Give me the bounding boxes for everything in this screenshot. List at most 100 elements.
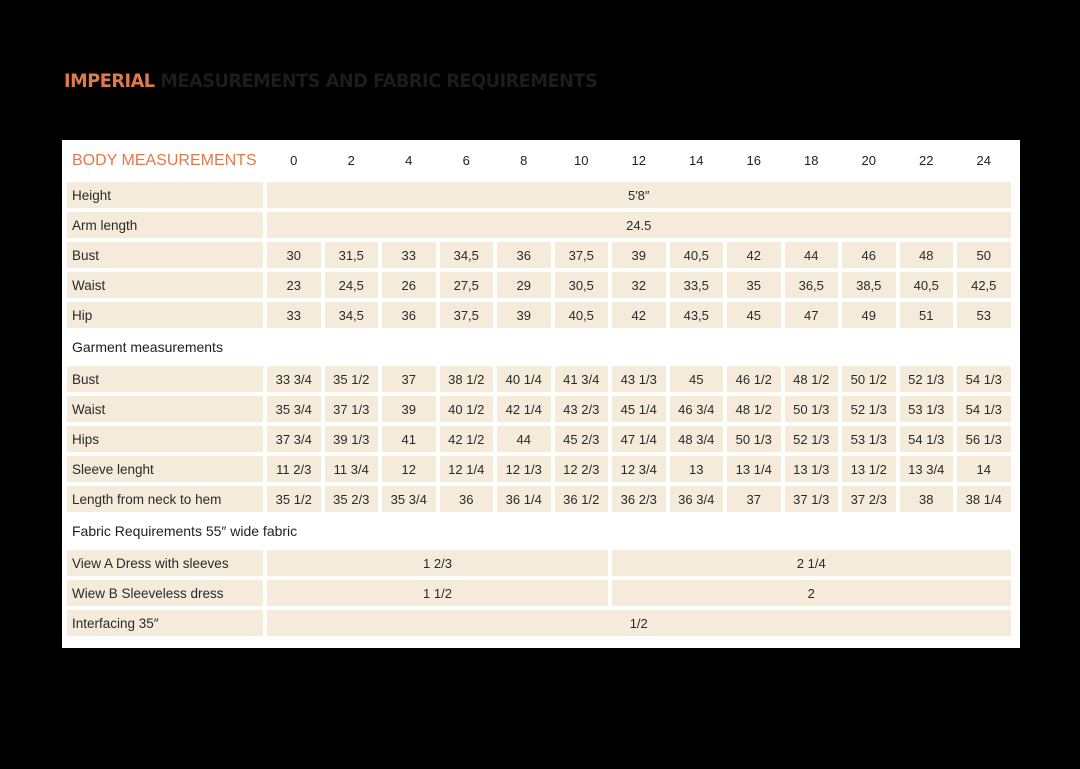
table-cell: 47 — [784, 302, 838, 328]
arm-length-value: 24.5 — [267, 212, 1011, 238]
table-cell: 38 1/4 — [957, 486, 1011, 512]
view-b-sizes-12-24: 2 — [612, 580, 1011, 606]
table-cell: 26 — [382, 272, 436, 298]
table-cell: 45 1/4 — [612, 396, 666, 422]
table-cell: 35 3/4 — [267, 396, 321, 422]
size-header-4: 4 — [405, 153, 413, 168]
table-cell: 33 — [382, 242, 436, 268]
table-cell: 40,5 — [669, 242, 723, 268]
title-accent: Imperial — [64, 70, 155, 92]
table-cell: 37,5 — [554, 242, 608, 268]
table-cell: 35 1/2 — [267, 486, 321, 512]
measurement-table-panel: BODY MEASUREMENTS 0 2 4 6 8 10 12 14 16 18 20 22 24 H… — [62, 140, 1020, 648]
row-label-garment-length-from-neck-to-hem: Length from neck to hem — [67, 486, 263, 512]
table-cell: 37 — [727, 486, 781, 512]
table-cell: 13 1/2 — [842, 456, 896, 482]
size-header-8: 8 — [520, 153, 528, 168]
row-label-view-b: Wiew B Sleeveless dress — [67, 580, 263, 606]
table-cell: 44 — [497, 426, 551, 452]
table-cell: 33 3/4 — [267, 366, 321, 392]
table-cell: 13 1/4 — [727, 456, 781, 482]
size-header-18: 18 — [804, 153, 819, 168]
table-cell: 12 3/4 — [612, 456, 666, 482]
title-rest: Measurements and fabric requirements — [160, 70, 598, 92]
table-cell: 32 — [612, 272, 666, 298]
table-cell: 39 — [497, 302, 551, 328]
table-cell: 38 1/2 — [439, 366, 493, 392]
table-cell: 12 — [382, 456, 436, 482]
table-cell: 37,5 — [439, 302, 493, 328]
table-cell: 45 — [727, 302, 781, 328]
table-cell: 41 3/4 — [554, 366, 608, 392]
table-cell: 11 2/3 — [267, 456, 321, 482]
table-cell: 39 — [382, 396, 436, 422]
table-cell: 45 — [669, 366, 723, 392]
table-cell: 43,5 — [669, 302, 723, 328]
table-cell: 30 — [267, 242, 321, 268]
view-a-sizes-0-10: 1 2/3 — [267, 550, 608, 576]
size-header-6: 6 — [462, 153, 470, 168]
table-cell: 53 — [957, 302, 1011, 328]
table-cell: 36 — [497, 242, 551, 268]
table-cell: 12 1/4 — [439, 456, 493, 482]
page-title: Imperial Measurements and fabric require… — [64, 70, 598, 94]
table-cell: 36 1/4 — [497, 486, 551, 512]
table-cell: 35 2/3 — [324, 486, 378, 512]
table-cell: 42 1/2 — [439, 426, 493, 452]
table-cell: 30,5 — [554, 272, 608, 298]
table-cell: 51 — [899, 302, 953, 328]
table-cell: 52 1/3 — [784, 426, 838, 452]
size-header-24: 24 — [976, 153, 991, 168]
size-header-0: 0 — [290, 153, 298, 168]
table-cell: 36 3/4 — [669, 486, 723, 512]
size-header-10: 10 — [574, 153, 589, 168]
table-cell: 13 1/3 — [784, 456, 838, 482]
table-cell: 37 2/3 — [842, 486, 896, 512]
table-cell: 40 1/2 — [439, 396, 493, 422]
row-label-body-waist: Waist — [67, 272, 263, 298]
table-cell: 48 1/2 — [784, 366, 838, 392]
table-cell: 37 3/4 — [267, 426, 321, 452]
table-cell: 42 1/4 — [497, 396, 551, 422]
table-cell: 12 2/3 — [554, 456, 608, 482]
table-cell: 47 1/4 — [612, 426, 666, 452]
size-header-20: 20 — [861, 153, 876, 168]
table-cell: 50 1/2 — [842, 366, 896, 392]
size-header-2: 2 — [347, 153, 355, 168]
row-label-body-bust: Bust — [67, 242, 263, 268]
table-cell: 53 1/3 — [842, 426, 896, 452]
table-cell: 39 1/3 — [324, 426, 378, 452]
size-header-14: 14 — [689, 153, 704, 168]
table-cell: 13 3/4 — [899, 456, 953, 482]
table-cell: 52 1/3 — [899, 366, 953, 392]
table-cell: 44 — [784, 242, 838, 268]
table-cell: 37 1/3 — [324, 396, 378, 422]
table-cell: 46 3/4 — [669, 396, 723, 422]
table-cell: 45 2/3 — [554, 426, 608, 452]
row-label-interfacing: Interfacing 35″ — [67, 610, 263, 636]
table-cell: 37 1/3 — [784, 486, 838, 512]
table-cell: 36 1/2 — [554, 486, 608, 512]
table-cell: 24,5 — [324, 272, 378, 298]
table-cell: 43 2/3 — [554, 396, 608, 422]
table-cell: 43 1/3 — [612, 366, 666, 392]
table-cell: 13 — [669, 456, 723, 482]
view-a-sizes-12-24: 2 1/4 — [612, 550, 1011, 576]
table-cell: 39 — [612, 242, 666, 268]
table-cell: 23 — [267, 272, 321, 298]
table-cell: 11 3/4 — [324, 456, 378, 482]
table-cell: 41 — [382, 426, 436, 452]
table-cell: 38 — [899, 486, 953, 512]
table-cell: 31,5 — [324, 242, 378, 268]
table-cell: 34,5 — [324, 302, 378, 328]
table-cell: 37 — [382, 366, 436, 392]
table-cell: 50 1/3 — [784, 396, 838, 422]
interfacing-value: 1/2 — [267, 610, 1011, 636]
height-value: 5′8″ — [267, 182, 1011, 208]
row-label-garment-hips: Hips — [67, 426, 263, 452]
table-cell: 40,5 — [554, 302, 608, 328]
table-cell: 12 1/3 — [497, 456, 551, 482]
body-measurements-header: BODY MEASUREMENTS — [72, 152, 257, 169]
size-header-16: 16 — [746, 153, 761, 168]
table-cell: 42 — [612, 302, 666, 328]
